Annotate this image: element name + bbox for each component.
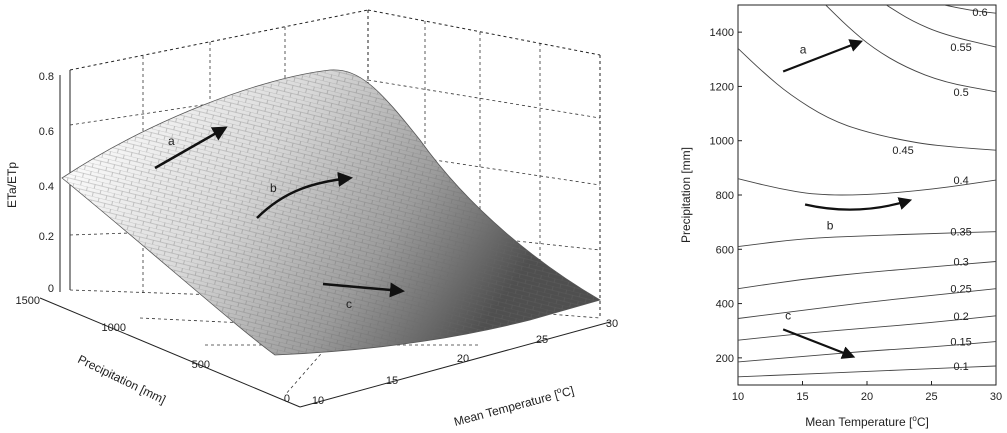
precip-axis-label: Precipitation [mm]	[76, 352, 168, 407]
x-tick: 15	[796, 391, 808, 403]
y-tick: 800	[716, 190, 734, 202]
precip-tick: 1000	[102, 322, 126, 334]
z-tick: 0.6	[39, 126, 54, 138]
arrow-c	[322, 282, 405, 298]
contour-level-label: 0.1	[953, 361, 968, 373]
y-tick: 600	[716, 244, 734, 256]
contour-line	[738, 178, 996, 196]
x-tick: 25	[925, 391, 937, 403]
surface-plot-3d: ETa/ETp 0.8 0.6 0.4 0.2 0 1500 1000 500 …	[5, 9, 618, 429]
arrow-b	[804, 197, 913, 211]
contour-level-label: 0.3	[953, 257, 968, 269]
contour-line	[738, 231, 996, 248]
arrow-c-label: c	[346, 297, 352, 311]
arrow-a	[154, 126, 228, 170]
y-tick: 400	[716, 299, 734, 311]
z-tick: 0.4	[39, 181, 54, 193]
arrow-b-label: b	[270, 181, 277, 195]
temp-tick: 25	[536, 334, 548, 346]
contour-line	[886, 5, 996, 48]
contour-level-label: 0.45	[892, 145, 913, 157]
contour-y-axis-label: Precipitation [mm]	[679, 147, 693, 243]
contour-line	[738, 261, 996, 290]
contour-plot: 0.1 0.15 0.2 0.25 0.3 0.35 0.4 0.45 0.5 0.55 0.6 1…	[679, 4, 1002, 429]
x-tick: 10	[732, 391, 744, 403]
precip-tick-labels: 1500 1000 500 0	[16, 295, 290, 405]
precip-tick: 500	[192, 359, 210, 371]
temp-tick: 30	[606, 318, 618, 330]
y-tick-labels: 200 400 600 800 1000 1200 1400	[710, 27, 742, 365]
y-tick: 200	[716, 353, 734, 365]
arrow-a-label: a	[800, 43, 807, 57]
contour-labels: 0.1 0.15 0.2 0.25 0.3 0.35 0.4 0.45 0.5 0.55 0.6	[892, 7, 987, 373]
arrow-b-label: b	[827, 219, 834, 233]
contour-line	[738, 365, 996, 378]
y-tick: 1200	[710, 81, 734, 93]
contour-frame	[737, 4, 997, 386]
contour-line	[738, 288, 996, 319]
back-wall-right	[367, 9, 601, 318]
y-tick: 1400	[710, 27, 734, 39]
contour-level-label: 0.55	[950, 42, 971, 54]
temp-tick: 15	[386, 375, 398, 387]
precip-tick: 0	[284, 393, 290, 405]
temp-tick-labels: 10 15 20 25 30	[312, 318, 618, 407]
z-axis-label: ETa/ETp	[5, 162, 19, 208]
temp-axis-label: Mean Temperature [oC]	[452, 382, 575, 428]
contour-level-label: 0.15	[950, 337, 971, 349]
contour-level-label: 0.5	[953, 87, 968, 99]
temp-tick: 10	[312, 395, 324, 407]
x-tick-labels: 10 15 20 25 30	[732, 381, 1002, 403]
contour-line	[738, 48, 996, 151]
contour-level-label: 0.35	[950, 227, 971, 239]
contour-arrows: a b c	[782, 39, 913, 359]
x-tick: 20	[861, 391, 873, 403]
precip-tick: 1500	[16, 295, 40, 307]
contour-line	[825, 5, 996, 93]
temp-tick: 20	[457, 353, 469, 365]
surface	[61, 69, 602, 356]
z-tick: 0	[48, 283, 54, 295]
z-tick: 0.2	[39, 231, 54, 243]
arrow-c	[782, 328, 856, 359]
contour-line	[738, 315, 996, 341]
x-tick: 30	[990, 391, 1002, 403]
contour-line	[738, 341, 996, 363]
contour-level-label: 0.4	[953, 175, 968, 187]
contour-x-axis-label: Mean Temperature [oC]	[805, 414, 929, 429]
z-tick: 0.8	[39, 71, 54, 83]
contour-level-label: 0.2	[953, 311, 968, 323]
front-axes	[39, 75, 611, 408]
y-tick: 1000	[710, 136, 734, 148]
surface-arrows: a b c	[154, 126, 405, 311]
arrow-b	[256, 171, 353, 219]
z-tick-labels: 0.8 0.6 0.4 0.2 0	[39, 71, 54, 295]
contour-level-label: 0.6	[972, 7, 987, 19]
contour-lines	[738, 5, 996, 378]
contour-level-label: 0.25	[950, 284, 971, 296]
arrow-a	[782, 39, 864, 73]
contour-line	[944, 5, 996, 14]
arrow-a-label: a	[168, 134, 175, 148]
arrow-c-label: c	[785, 308, 791, 322]
